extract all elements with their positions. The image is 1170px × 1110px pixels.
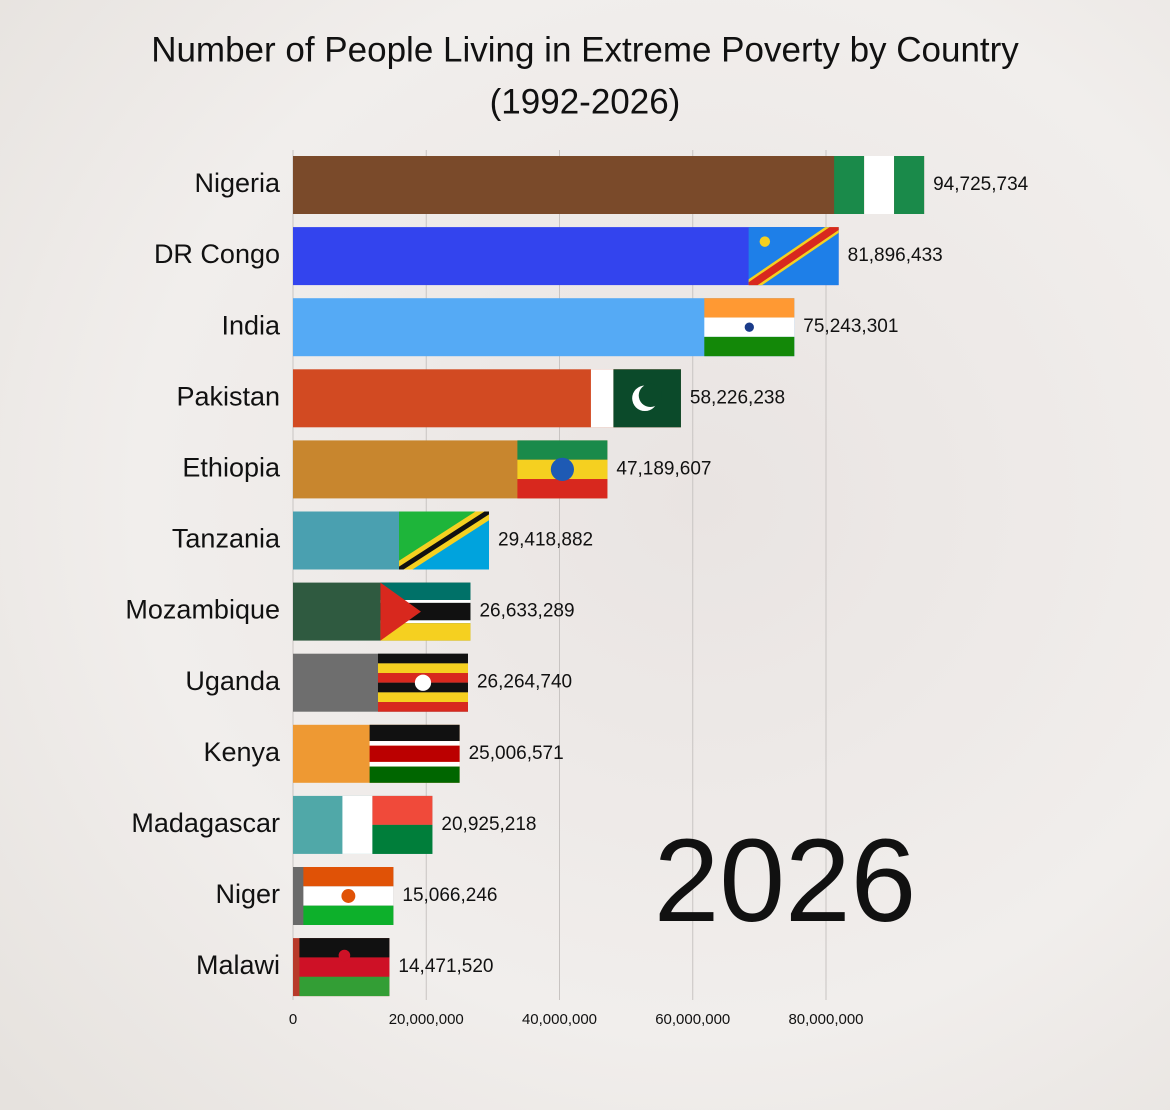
category-label: Nigeria xyxy=(194,168,281,198)
flag xyxy=(399,511,490,570)
value-label: 25,006,571 xyxy=(469,743,564,764)
flag-part xyxy=(369,741,460,746)
value-label: 75,243,301 xyxy=(803,316,898,337)
flag-part xyxy=(517,440,608,460)
flag-part xyxy=(377,663,468,674)
flag-part xyxy=(377,692,468,703)
flag-part xyxy=(744,322,754,332)
flag-part xyxy=(894,156,925,214)
flag-part xyxy=(380,620,471,624)
category-label: Kenya xyxy=(203,737,281,767)
flag-part xyxy=(407,746,423,762)
category-label: Tanzania xyxy=(172,524,281,554)
flag-part xyxy=(380,600,471,603)
flag-part xyxy=(303,867,394,887)
flag xyxy=(299,938,390,997)
flag-part xyxy=(864,156,895,214)
flag xyxy=(517,440,608,499)
flag-part xyxy=(372,824,433,854)
category-label: Madagascar xyxy=(131,808,280,838)
flag-part xyxy=(590,369,614,428)
flag xyxy=(380,582,471,641)
value-label: 26,264,740 xyxy=(477,672,572,693)
category-label: Pakistan xyxy=(176,381,280,411)
x-tick-label: 60,000,000 xyxy=(655,1011,730,1028)
flag-part xyxy=(380,582,471,600)
category-label: India xyxy=(221,310,281,340)
flag-part xyxy=(414,674,432,691)
value-label: 58,226,238 xyxy=(690,387,785,408)
flag-part xyxy=(704,336,795,357)
flag-part xyxy=(377,702,468,712)
value-label: 15,066,246 xyxy=(402,885,497,906)
value-label: 14,471,520 xyxy=(398,956,493,977)
flag-part xyxy=(299,938,390,958)
category-label: Mozambique xyxy=(125,595,280,625)
flag-part xyxy=(303,905,394,925)
flag-part xyxy=(748,227,839,286)
flag xyxy=(369,724,460,783)
value-label: 94,725,734 xyxy=(933,174,1029,195)
flag-part xyxy=(369,761,460,767)
flag-part xyxy=(399,511,490,570)
bar xyxy=(293,227,839,286)
flag xyxy=(590,369,681,428)
value-label: 29,418,882 xyxy=(498,530,593,551)
x-tick-label: 40,000,000 xyxy=(522,1011,597,1028)
flag-part xyxy=(338,949,351,962)
x-tick-label: 20,000,000 xyxy=(389,1011,464,1028)
chart-subtitle: (1992-2026) xyxy=(490,82,681,121)
flag xyxy=(834,156,925,214)
chart-title: Number of People Living in Extreme Pover… xyxy=(151,30,1019,69)
category-label: DR Congo xyxy=(154,239,280,269)
value-label: 26,633,289 xyxy=(479,601,574,622)
bar xyxy=(293,156,925,214)
flag-part xyxy=(341,889,356,903)
flag-part xyxy=(299,976,390,997)
flag-part xyxy=(380,623,471,641)
flag-part xyxy=(638,383,662,407)
year-annotation: 2026 xyxy=(654,815,917,947)
category-label: Niger xyxy=(215,879,280,909)
value-label: 81,896,433 xyxy=(848,245,943,266)
flag xyxy=(704,298,795,357)
value-label: 20,925,218 xyxy=(441,814,536,835)
flag-part xyxy=(834,156,865,214)
flag-part xyxy=(377,653,468,664)
flag xyxy=(342,795,433,854)
flag-part xyxy=(369,766,460,783)
flag-part xyxy=(759,236,771,247)
flag-part xyxy=(369,724,460,742)
flag-part xyxy=(550,457,575,481)
flag xyxy=(748,227,839,286)
category-label: Uganda xyxy=(185,666,281,696)
flag-part xyxy=(380,582,421,641)
flag xyxy=(377,653,468,712)
flag-part xyxy=(342,795,373,854)
category-label: Ethiopia xyxy=(182,453,281,483)
flag-part xyxy=(704,298,795,318)
flag-part xyxy=(517,479,608,499)
category-label: Malawi xyxy=(196,950,280,980)
x-tick-label: 0 xyxy=(289,1011,297,1028)
x-tick-label: 80,000,000 xyxy=(788,1011,863,1028)
flag-part xyxy=(372,795,433,825)
flag-part xyxy=(299,957,390,977)
value-label: 47,189,607 xyxy=(616,458,711,479)
flag xyxy=(303,867,394,925)
